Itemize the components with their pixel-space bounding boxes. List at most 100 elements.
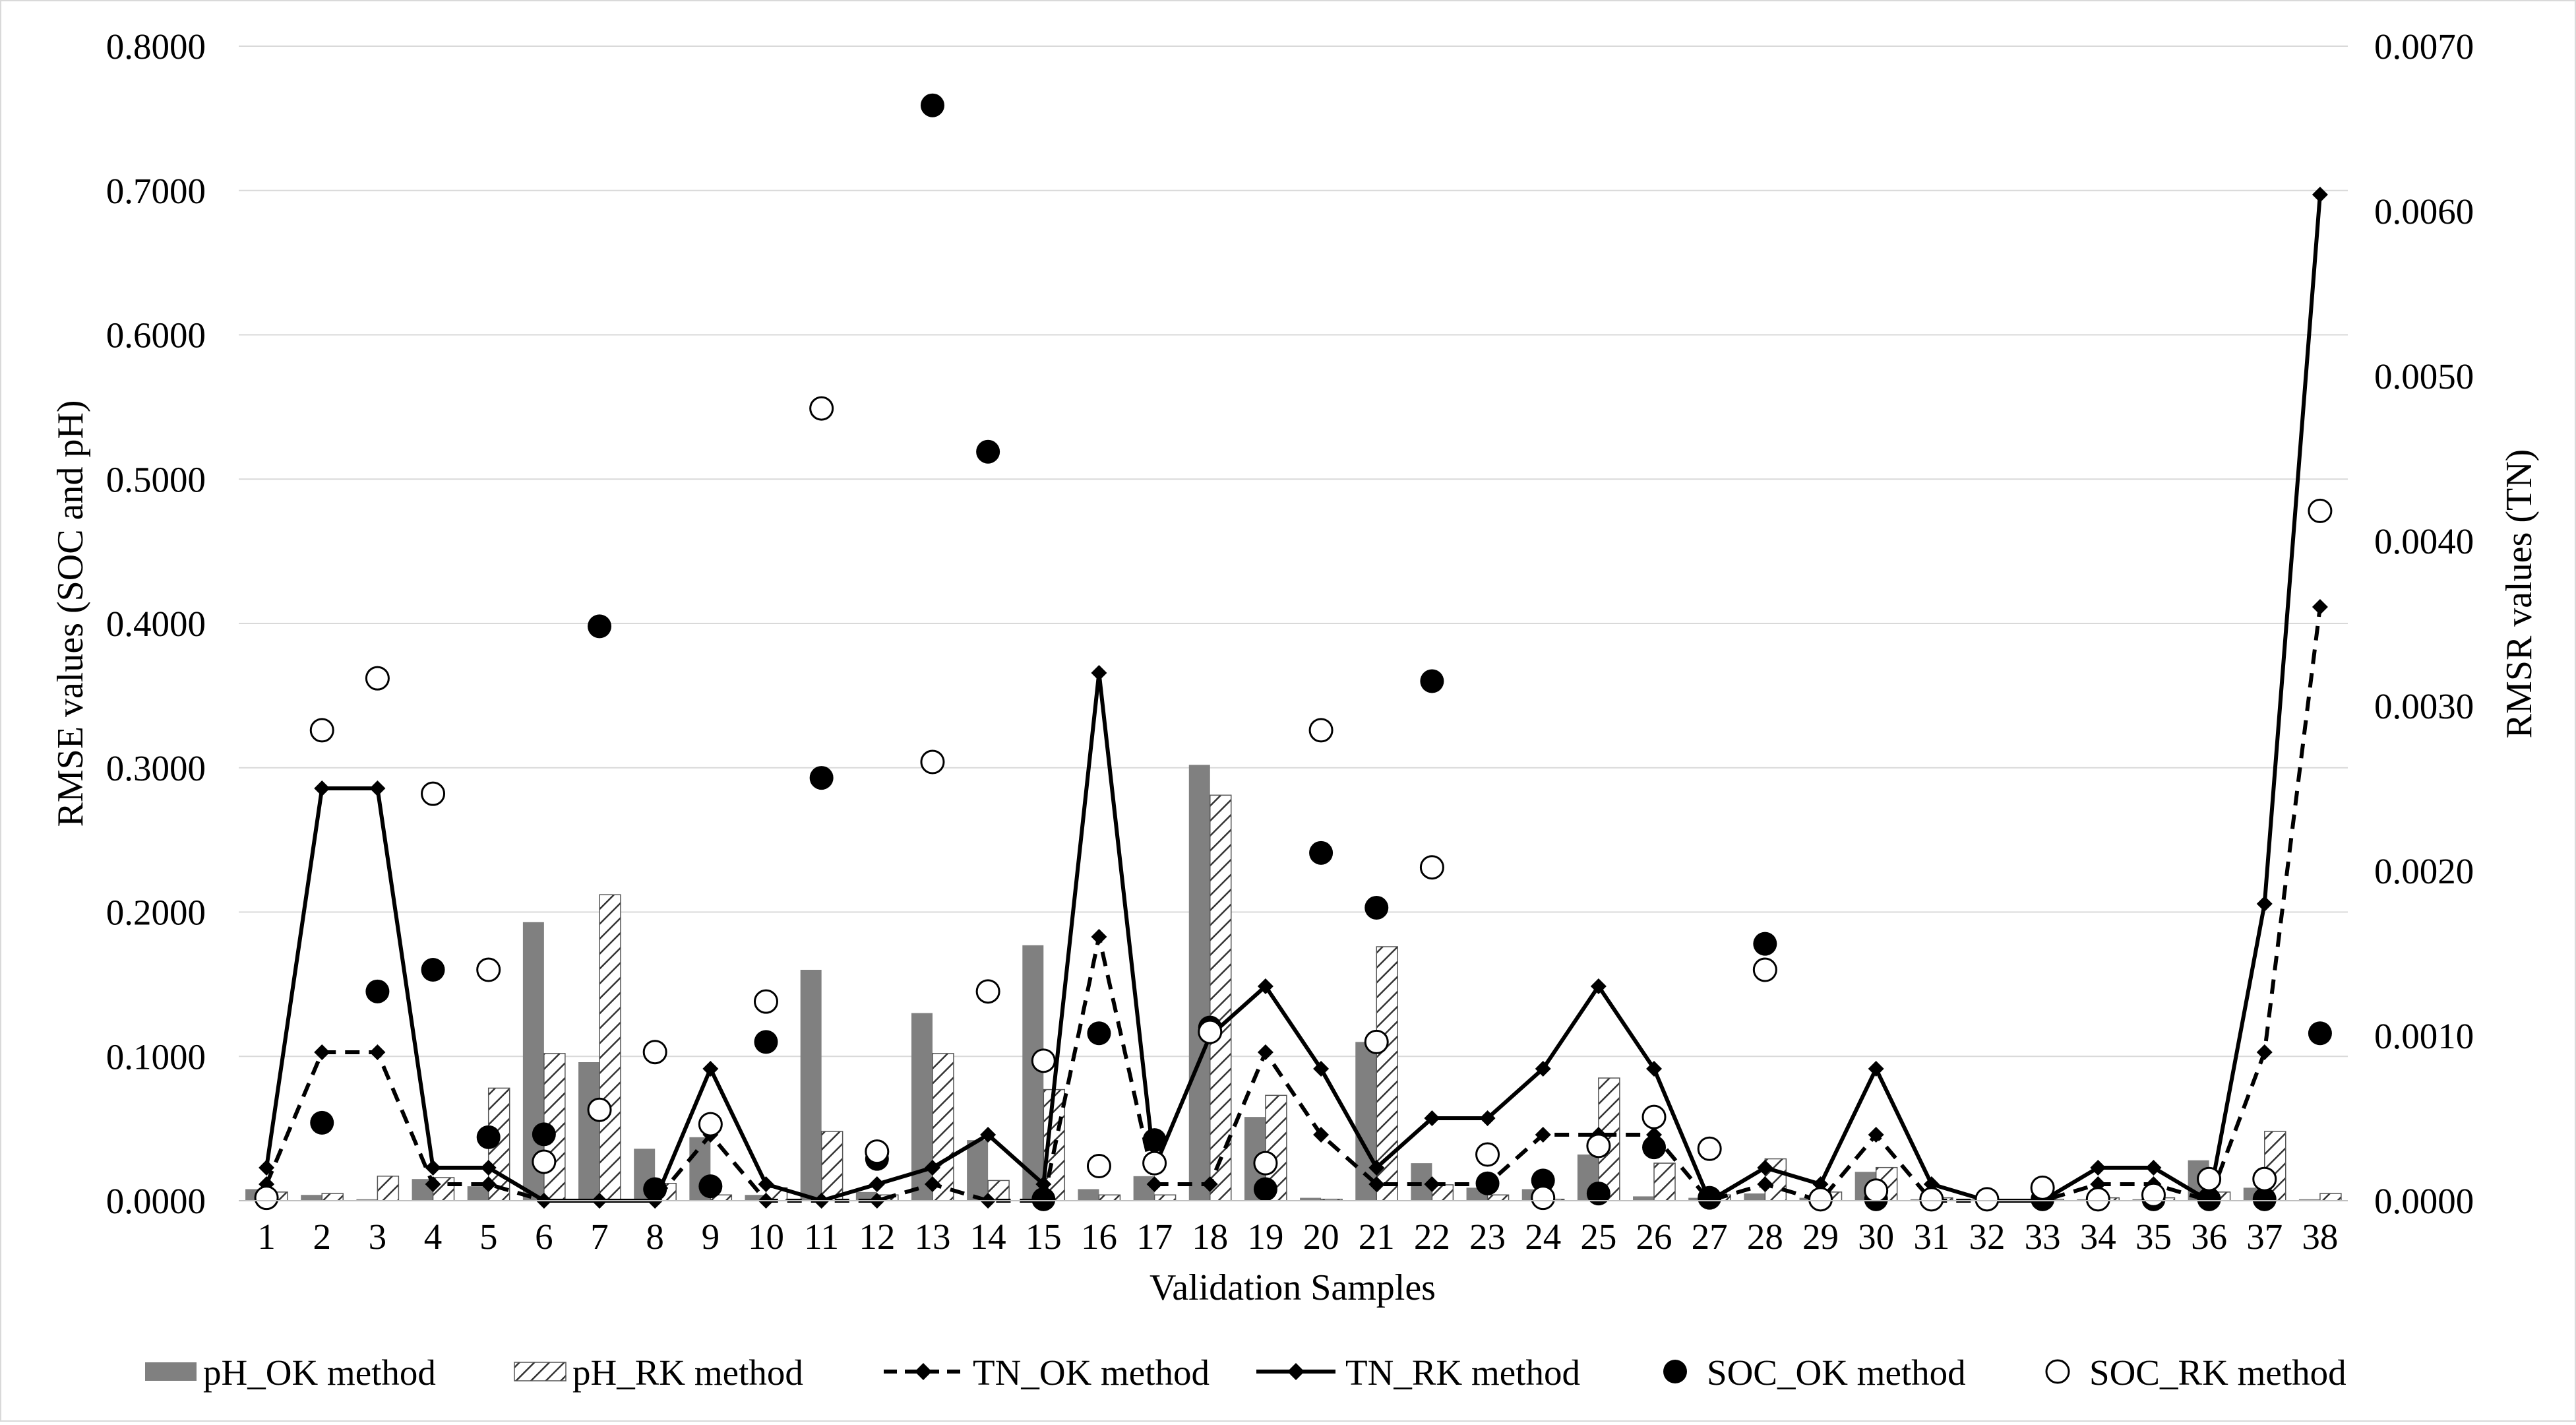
- tn-rk-marker: [1535, 1061, 1551, 1077]
- tn-rk-marker: [924, 1160, 940, 1176]
- x-tick-label: 34: [2080, 1217, 2116, 1257]
- bar-ph-rk: [1153, 1194, 1177, 1201]
- x-tick-label: 15: [1026, 1217, 1062, 1257]
- y-tick-label-right: 0.0000: [2374, 1181, 2474, 1221]
- bar-ph-rk: [1653, 1162, 1676, 1201]
- tn-rk-marker: [1091, 665, 1107, 681]
- x-tick-label: 25: [1580, 1217, 1616, 1257]
- tn-ok-marker: [1202, 1176, 1218, 1192]
- soc-rk-point: [1641, 1104, 1667, 1129]
- x-tick-label: 1: [257, 1217, 276, 1257]
- soc-rk-point: [1808, 1187, 1833, 1212]
- soc-rk-point: [2141, 1182, 2166, 1207]
- soc-rk-point: [476, 957, 501, 982]
- soc-ok-point: [476, 1125, 501, 1149]
- legend-diamond-icon: [915, 1363, 932, 1380]
- tn-ok-marker: [425, 1176, 441, 1192]
- soc-rk-point: [975, 979, 1000, 1004]
- bar-ph-rk: [321, 1193, 344, 1201]
- bar-ph-rk: [2319, 1193, 2342, 1201]
- x-tick-label: 17: [1136, 1217, 1173, 1257]
- soc-ok-point: [588, 614, 612, 639]
- tn-rk-marker: [1590, 978, 1607, 994]
- tn-rk-marker: [1368, 1160, 1385, 1176]
- x-tick-label: 2: [313, 1217, 331, 1257]
- x-axis-title: Validation Samples: [1150, 1267, 1436, 1308]
- soc-ok-point: [1475, 1171, 1500, 1195]
- soc-rk-point: [1086, 1154, 1111, 1178]
- tn-rk-marker: [2312, 187, 2328, 203]
- soc-rk-point: [1475, 1142, 1500, 1167]
- tn-ok-marker: [1313, 1127, 1330, 1143]
- soc-rk-point: [309, 718, 334, 743]
- x-tick-label: 10: [748, 1217, 784, 1257]
- tn-rk-marker: [2256, 896, 2273, 912]
- tn-ok-marker: [1424, 1176, 1440, 1192]
- soc-rk-point: [1975, 1187, 2000, 1212]
- bar-ph-rk: [820, 1131, 843, 1201]
- x-tick-label: 24: [1525, 1217, 1561, 1257]
- soc-ok-point: [2252, 1187, 2277, 1211]
- soc-ok-point: [920, 93, 944, 117]
- soc-ok-point: [1753, 932, 1777, 956]
- x-tick-label: 35: [2135, 1217, 2172, 1257]
- x-tick-label: 11: [804, 1217, 839, 1257]
- tn-ok-marker: [1257, 1044, 1273, 1060]
- soc-ok-point: [1309, 840, 1334, 865]
- bar-ph-rk: [599, 894, 621, 1201]
- soc-ok-point: [1642, 1135, 1667, 1160]
- soc-rk-point: [365, 666, 390, 691]
- soc-rk-point: [1697, 1136, 1722, 1161]
- soc-ok-point: [1087, 1021, 1111, 1046]
- tn-rk-marker: [869, 1176, 885, 1192]
- soc-rk-point: [1198, 1019, 1223, 1044]
- tn-ok-marker: [1368, 1176, 1385, 1192]
- bar-ph-ok: [1188, 765, 1210, 1201]
- y-tick-label-right: 0.0050: [2374, 356, 2474, 396]
- bar-ph-rk: [1487, 1194, 1510, 1201]
- y-tick-label-right: 0.0060: [2374, 191, 2474, 232]
- x-tick-label: 5: [479, 1217, 498, 1257]
- soc-ok-point: [1253, 1177, 1277, 1201]
- bar-ph-ok: [745, 1195, 766, 1201]
- soc-rk-point: [1308, 718, 1334, 743]
- soc-ok-point: [754, 1030, 778, 1054]
- x-tick-label: 21: [1359, 1217, 1395, 1257]
- x-tick-label: 8: [646, 1217, 664, 1257]
- soc-rk-point: [1531, 1186, 1556, 1211]
- tn-ok-marker: [2312, 599, 2328, 615]
- x-tick-label: 22: [1414, 1217, 1450, 1257]
- soc-rk-point: [421, 781, 446, 806]
- tn-rk-marker: [425, 1160, 441, 1176]
- tn-rk-marker: [1868, 1061, 1884, 1077]
- y-tick-label-left: 0.8000: [106, 26, 206, 67]
- y-tick-label-left: 0.7000: [106, 171, 206, 211]
- tn-rk-marker: [1313, 1061, 1330, 1077]
- bar-ph-rk: [932, 1053, 954, 1201]
- soc-rk-point: [2085, 1187, 2110, 1212]
- x-tick-label: 20: [1303, 1217, 1339, 1257]
- x-tick-label: 9: [702, 1217, 720, 1257]
- soc-rk-point: [642, 1040, 667, 1065]
- x-tick-label: 29: [1802, 1217, 1839, 1257]
- x-tick-label: 31: [1913, 1217, 1949, 1257]
- bar-ph-ok: [1633, 1196, 1655, 1201]
- x-tick-label: 19: [1247, 1217, 1283, 1257]
- x-tick-label: 7: [590, 1217, 609, 1257]
- x-tick-label: 28: [1747, 1217, 1783, 1257]
- tn-rk-marker: [259, 1160, 275, 1176]
- tn-rk-marker: [369, 780, 386, 796]
- y-tick-label-left: 0.2000: [106, 893, 206, 933]
- soc-ok-point: [1142, 1128, 1167, 1153]
- tn-rk-marker: [1757, 1160, 1773, 1176]
- x-tick-label: 3: [369, 1217, 387, 1257]
- legend-label: SOC_OK method: [1707, 1352, 1966, 1393]
- legend-label: pH_OK method: [203, 1352, 436, 1393]
- bar-ph-ok: [467, 1186, 489, 1201]
- y-tick-label-left: 0.3000: [106, 748, 206, 788]
- tn-rk-marker: [1646, 1061, 1663, 1077]
- tn-rk-marker: [758, 1176, 774, 1192]
